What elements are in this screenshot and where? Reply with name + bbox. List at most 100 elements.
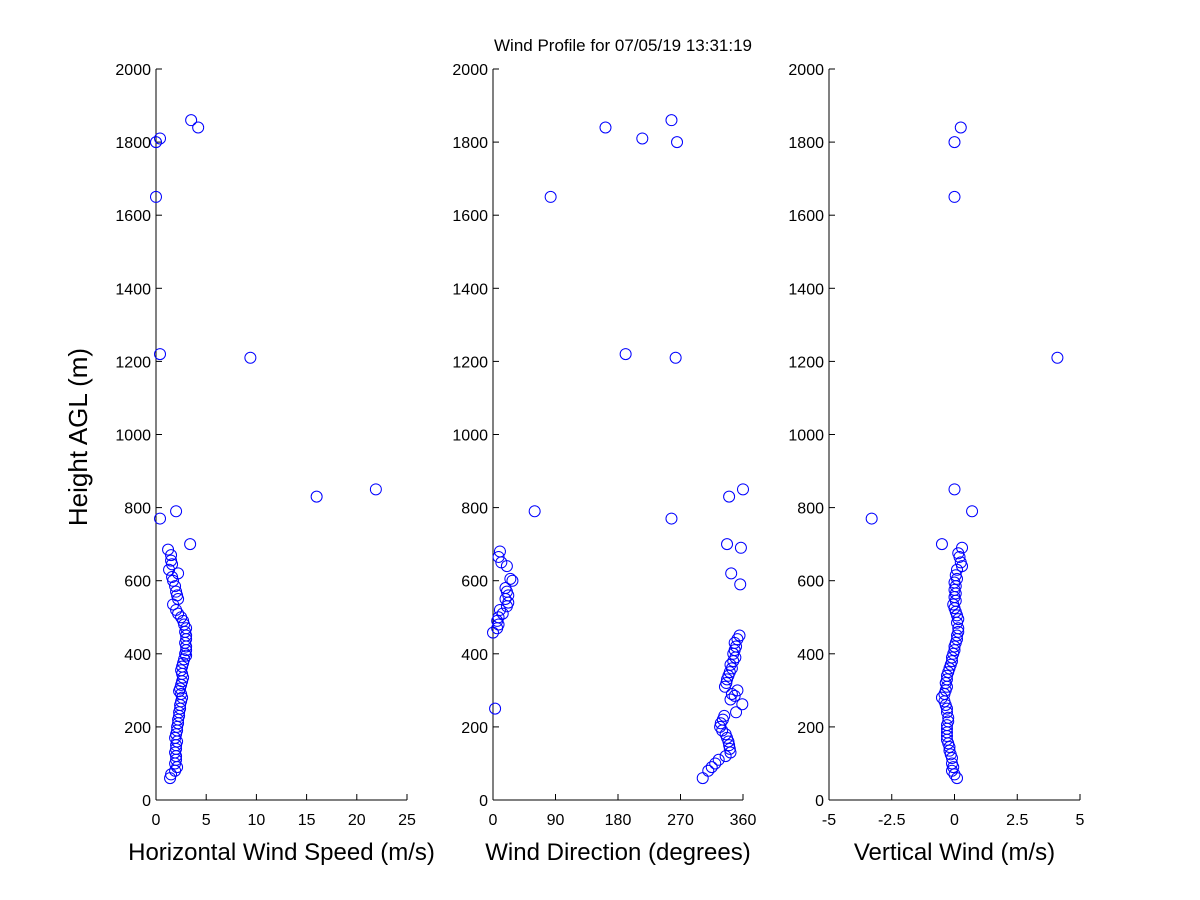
data-point xyxy=(154,348,167,361)
y-tick-label: 1800 xyxy=(788,135,824,152)
y-tick-label: 600 xyxy=(461,574,488,591)
data-point xyxy=(487,626,499,639)
data-point xyxy=(865,512,878,525)
y-tick-label: 1000 xyxy=(115,428,151,445)
data-point xyxy=(167,574,180,587)
y-tick-label: 0 xyxy=(815,793,824,810)
y-tick-label: 400 xyxy=(124,647,151,664)
data-point xyxy=(636,132,649,145)
x-tick-label: -5 xyxy=(822,812,836,829)
x-tick-label: -2.5 xyxy=(878,812,906,829)
y-tick-label: 600 xyxy=(797,574,824,591)
x-tick-label: 20 xyxy=(348,812,366,829)
data-point xyxy=(499,592,512,605)
data-point xyxy=(244,351,257,364)
data-point xyxy=(723,490,736,503)
x-tick-label: 270 xyxy=(667,812,694,829)
y-tick-label: 1400 xyxy=(788,281,824,298)
data-point xyxy=(945,751,958,764)
data-point xyxy=(940,730,953,743)
data-point xyxy=(1051,351,1064,364)
data-point xyxy=(731,633,744,646)
y-tick-label: 1200 xyxy=(115,354,151,371)
data-point xyxy=(170,505,183,518)
data-point xyxy=(951,616,964,629)
x-axis-label: Horizontal Wind Speed (m/s) xyxy=(128,839,435,866)
vertical-wind-panel: 0 200 400 600 800 1000 1200 1400 1600 1800 2000 -5 -… xyxy=(788,62,1084,866)
data-point xyxy=(719,750,732,763)
data-point xyxy=(712,753,725,766)
x-tick-label: 360 xyxy=(730,812,757,829)
data-point xyxy=(709,757,722,770)
data-point xyxy=(544,190,557,203)
data-point xyxy=(164,772,177,785)
data-point xyxy=(734,541,747,554)
data-point xyxy=(696,772,709,785)
data-point xyxy=(953,550,966,563)
data-point xyxy=(945,651,958,664)
y-tick-label: 200 xyxy=(797,720,824,737)
y-tick-label: 400 xyxy=(797,647,824,664)
y-tick-label: 600 xyxy=(124,574,151,591)
y-tick-label: 2000 xyxy=(452,62,488,79)
y-tick-label: 1400 xyxy=(115,281,151,298)
data-point xyxy=(492,550,505,563)
y-tick-label: 400 xyxy=(461,647,488,664)
data-point xyxy=(500,600,513,613)
y-tick-label: 1000 xyxy=(788,428,824,445)
data-point xyxy=(948,136,961,149)
data-point xyxy=(165,549,178,562)
data-point xyxy=(166,558,179,571)
data-point xyxy=(491,622,504,635)
x-tick-label: 180 xyxy=(605,812,632,829)
data-point xyxy=(951,629,964,642)
data-point xyxy=(940,702,953,715)
data-point xyxy=(665,512,678,525)
data-point xyxy=(725,688,738,701)
x-tick-label: 5 xyxy=(202,812,211,829)
y-tick-label: 0 xyxy=(142,793,151,810)
data-point xyxy=(966,505,979,518)
data-point xyxy=(736,698,749,711)
data-point xyxy=(504,572,517,585)
y-tick-label: 1000 xyxy=(452,428,488,445)
x-tick-label: 2.5 xyxy=(1006,812,1028,829)
x-tick-label: 0 xyxy=(950,812,959,829)
data-point xyxy=(192,121,205,134)
data-point xyxy=(730,706,743,719)
data-point xyxy=(154,512,167,525)
x-tick-label: 0 xyxy=(489,812,498,829)
data-point xyxy=(599,121,612,134)
data-point xyxy=(500,560,513,573)
y-tick-label: 200 xyxy=(124,720,151,737)
data-point xyxy=(528,505,541,518)
data-point xyxy=(737,483,749,496)
data-point xyxy=(493,603,506,616)
data-point xyxy=(948,190,961,203)
y-tick-label: 800 xyxy=(797,501,824,518)
wind-direction-panel: 0 200 400 600 800 1000 1200 1400 1600 1800 2000 0 90… xyxy=(452,62,756,866)
y-tick-label: 1200 xyxy=(452,354,488,371)
data-point xyxy=(506,574,519,587)
data-point xyxy=(154,132,167,145)
data-point xyxy=(179,647,192,660)
x-tick-label: 5 xyxy=(1076,812,1085,829)
data-point xyxy=(721,538,734,551)
data-point xyxy=(619,348,632,361)
figure-title: Wind Profile for 07/05/19 13:31:19 xyxy=(494,36,752,55)
x-tick-label: 25 xyxy=(398,812,416,829)
data-point xyxy=(943,741,956,754)
data-point xyxy=(948,640,961,653)
y-tick-label: 2000 xyxy=(115,62,151,79)
data-point xyxy=(718,680,731,693)
x-tick-label: 10 xyxy=(248,812,266,829)
y-axis-label: Height AGL (m) xyxy=(63,348,93,526)
y-tick-label: 200 xyxy=(461,720,488,737)
y-tick-label: 1600 xyxy=(115,208,151,225)
y-tick-label: 800 xyxy=(461,501,488,518)
x-axis-label: Wind Direction (degrees) xyxy=(485,839,750,866)
x-tick-label: 15 xyxy=(298,812,316,829)
data-point xyxy=(721,673,734,686)
